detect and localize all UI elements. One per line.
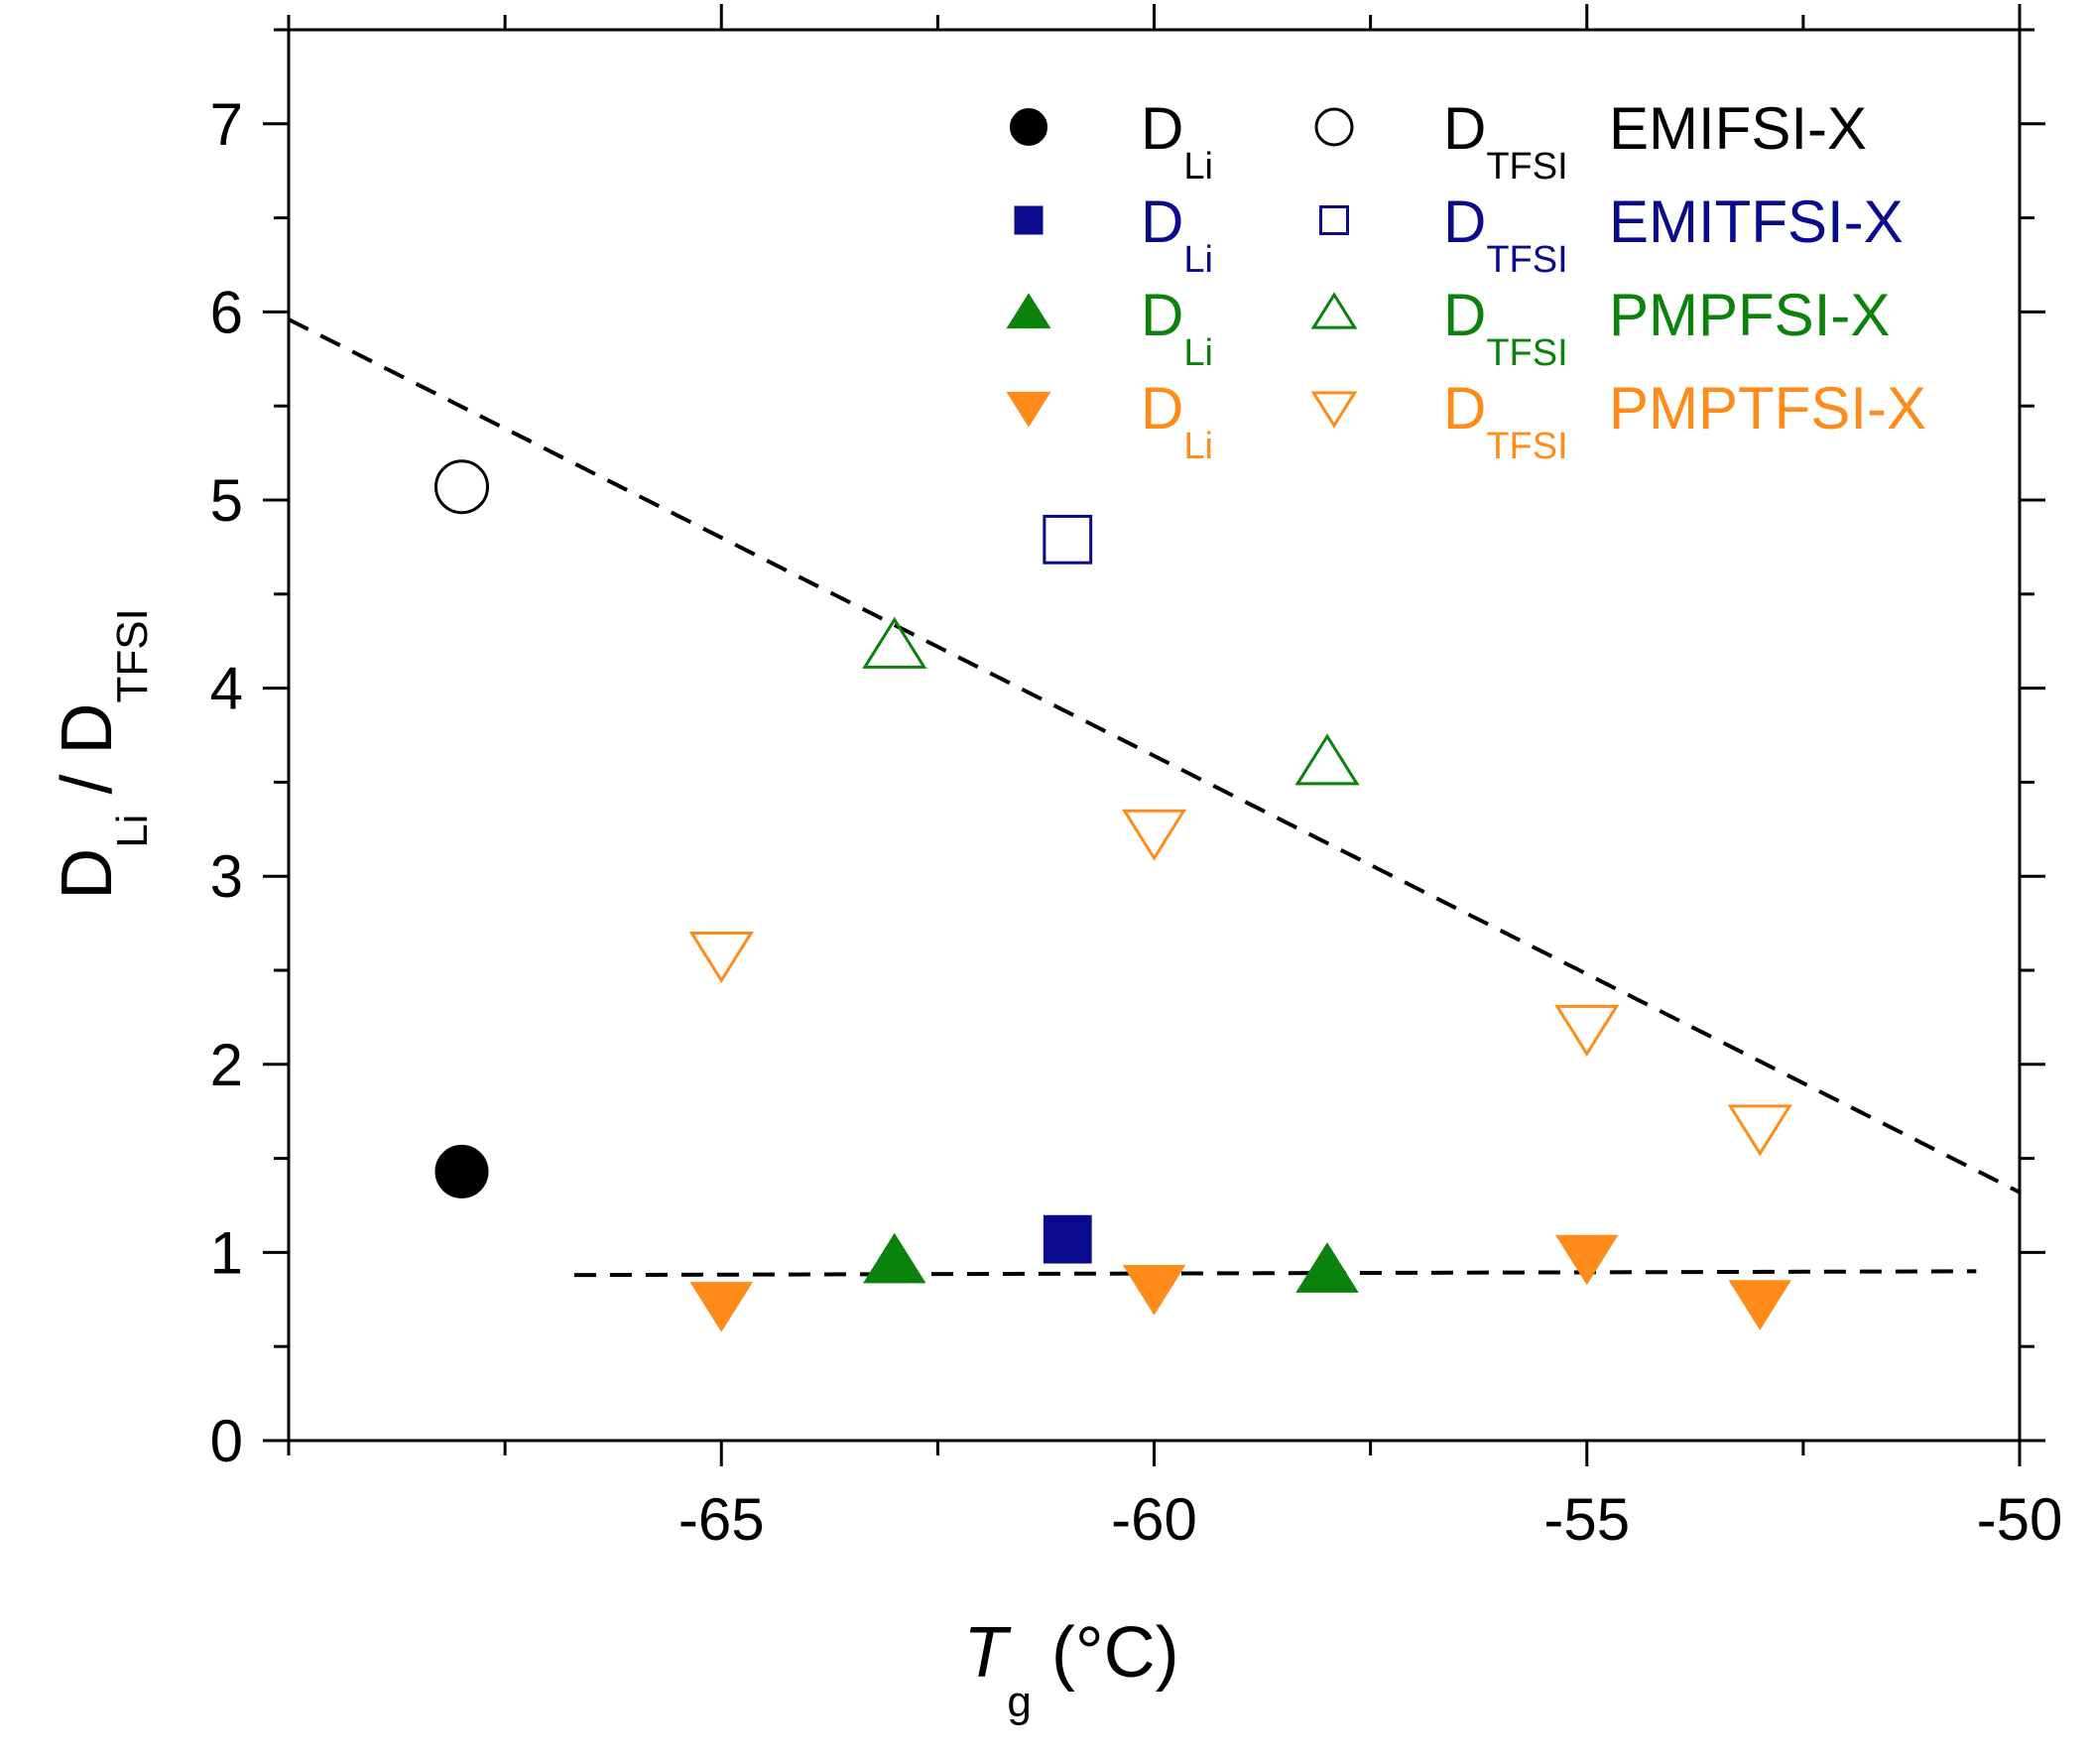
y-tick-label: 3 (210, 843, 243, 910)
fit-line-li-trend (573, 1269, 1977, 1278)
data-points (434, 459, 1792, 1332)
x-axis-title: Tg (°C) (963, 1613, 1178, 1726)
point-li-EMIFSI-X (434, 1144, 489, 1198)
y-axis-title-sub2: TFSI (108, 608, 157, 702)
point-li-PMPFSI-X (863, 1232, 926, 1284)
y-tick-label: 0 (210, 1408, 243, 1474)
point-li-PMPTFSI-X (1728, 1280, 1791, 1330)
point-tfsi-EMITFSI-X (1043, 514, 1093, 565)
point-li-PMPFSI-X (1295, 1242, 1359, 1293)
point-tfsi-PMPTFSI-X (688, 931, 754, 984)
point-li-PMPTFSI-X (689, 1282, 753, 1332)
legend: DLi DTFSI EMIFSI-X DLi DTFSI EMITFSI-X DLi DTFS… (1006, 95, 1926, 467)
point-tfsi-PMPFSI-X (862, 616, 927, 669)
minor-ticks (274, 15, 2034, 1455)
y-tick-label: 2 (210, 1032, 243, 1098)
point-tfsi-EMIFSI-X (434, 459, 489, 515)
major-ticks (263, 4, 2045, 1466)
y-axis-title-d2: D (48, 703, 127, 755)
point-li-EMITFSI-X (1043, 1214, 1092, 1264)
x-axis-title-unit: (°C) (1032, 1613, 1179, 1693)
legend-marker-li-EMIFSI-X (1010, 108, 1047, 146)
y-tick-label: 5 (210, 467, 243, 534)
point-tfsi-PMPTFSI-X (1121, 809, 1187, 861)
y-tick-label: 6 (210, 279, 243, 345)
legend-tfsi-label: DTFSI (1443, 282, 1568, 374)
y-tick-label: 7 (210, 91, 243, 158)
point-li-PMPTFSI-X (1122, 1265, 1186, 1316)
x-axis-title-sub: g (1007, 1678, 1031, 1726)
x-tick-label: -50 (1977, 1486, 2063, 1553)
fit-lines (288, 317, 2021, 1278)
y-tick-label: 1 (210, 1219, 243, 1286)
legend-li-label: DLi (1141, 95, 1213, 188)
y-tick-labels: 0 1 2 3 4 5 6 7 (210, 91, 243, 1474)
x-axis-title-main: T (963, 1613, 1012, 1693)
y-tick-label: 4 (210, 656, 243, 722)
legend-series-name: EMITFSI-X (1609, 189, 1904, 255)
legend-li-label: DLi (1141, 189, 1213, 281)
x-tick-label: -65 (678, 1486, 765, 1553)
y-axis-title-d1: D (48, 848, 127, 900)
legend-marker-li-PMPTFSI-X (1006, 391, 1051, 428)
legend-marker-tfsi-PMPFSI-X (1310, 292, 1358, 329)
legend-tfsi-label: DTFSI (1443, 375, 1568, 467)
point-tfsi-PMPFSI-X (1294, 733, 1360, 786)
legend-series-name: PMPTFSI-X (1609, 375, 1926, 441)
legend-marker-tfsi-EMITFSI-X (1319, 205, 1349, 235)
legend-tfsi-label: DTFSI (1443, 189, 1568, 281)
y-axis-title-sep: / (48, 755, 127, 815)
legend-li-label: DLi (1141, 282, 1213, 374)
point-tfsi-PMPTFSI-X (1554, 1004, 1620, 1058)
legend-tfsi-label: DTFSI (1443, 95, 1568, 188)
fit-line-tfsi-trend (288, 317, 2021, 1195)
y-axis-title: DLi / DTFSI (48, 608, 157, 900)
x-tick-label: -60 (1111, 1486, 1197, 1553)
legend-marker-tfsi-PMPTFSI-X (1310, 391, 1358, 429)
legend-marker-li-EMITFSI-X (1014, 205, 1044, 235)
y-axis-title-sub1: Li (108, 815, 157, 848)
x-tick-label: -55 (1543, 1486, 1630, 1553)
legend-series-name: EMIFSI-X (1609, 95, 1867, 162)
legend-series-name: PMPFSI-X (1609, 282, 1890, 348)
legend-marker-li-PMPFSI-X (1006, 293, 1051, 329)
point-li-PMPTFSI-X (1555, 1234, 1619, 1286)
legend-marker-tfsi-EMIFSI-X (1314, 107, 1354, 147)
legend-li-label: DLi (1141, 375, 1213, 467)
point-tfsi-PMPTFSI-X (1727, 1104, 1792, 1157)
x-tick-labels: -65 -60 -55 -50 (678, 1486, 2062, 1553)
